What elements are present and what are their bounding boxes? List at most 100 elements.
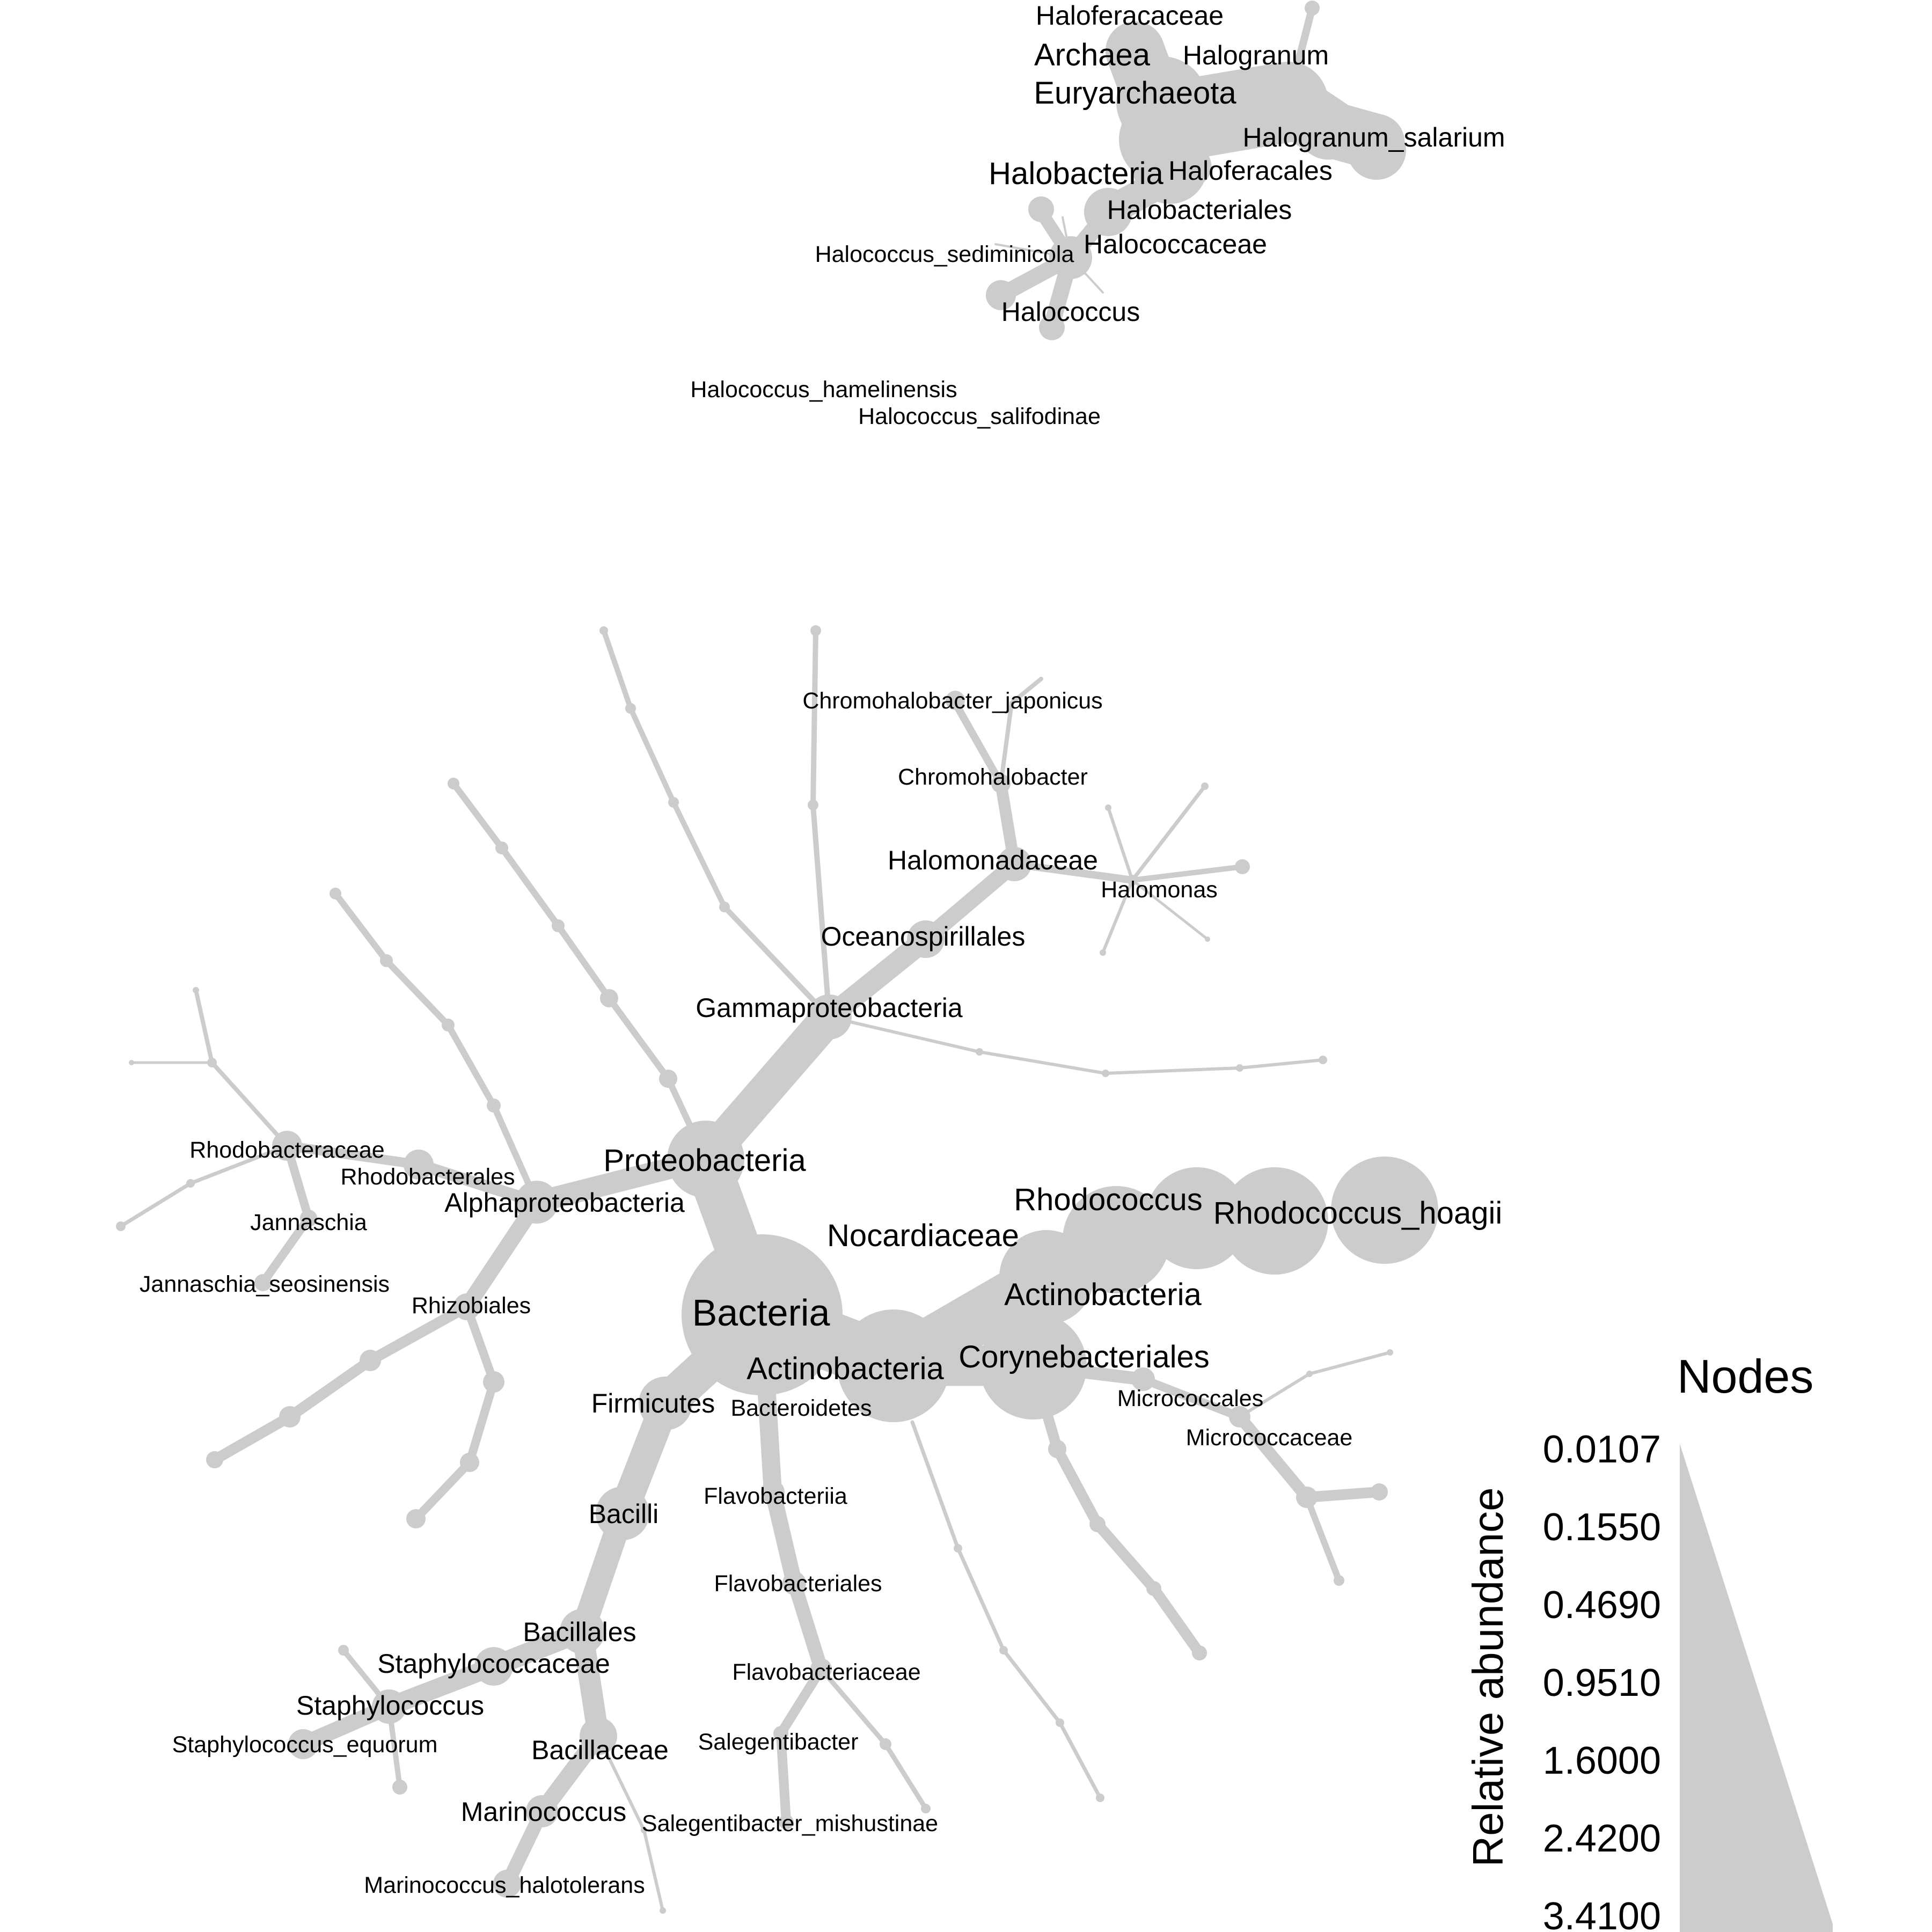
node-jannaschia-seosinensis — [254, 1274, 272, 1291]
label-halogranum-salarium: Halogranum_salarium — [1242, 122, 1505, 152]
edge — [1304, 1494, 1342, 1584]
label-bacillaceae: Bacillaceae — [531, 1735, 669, 1765]
label-rhodobacterales: Rhodobacterales — [340, 1164, 515, 1190]
node-marinococcus-halotolerans — [493, 1870, 521, 1898]
node-tip — [1048, 1440, 1066, 1458]
node-tip — [1100, 949, 1106, 956]
node-tip — [1192, 1645, 1207, 1660]
label-haloferacaceae: Haloferacaceae — [1036, 1, 1224, 31]
label-chromohalobacter-japonicus: Chromohalobacter_japonicus — [802, 688, 1102, 714]
node-tip — [206, 1451, 223, 1468]
node-chromohalobacter — [991, 774, 1011, 793]
label-flavobacteriales: Flavobacteriales — [714, 1571, 882, 1597]
label-bacilli: Bacilli — [589, 1499, 659, 1529]
node-halococcus-sediminicola — [1039, 314, 1065, 340]
label-archaea: Archaea — [1034, 38, 1151, 72]
label-halomonadaceae: Halomonadaceae — [888, 845, 1098, 875]
node-tip — [392, 1780, 407, 1795]
node-halogranum-tip — [1305, 1, 1320, 16]
node-tip — [442, 1019, 455, 1031]
node-labels: Haloferacaceae Archaea Halogranum Euryar… — [140, 1, 1505, 1898]
label-staphylococcus-equorum: Staphylococcus_equorum — [172, 1732, 438, 1758]
label-actinobacteria-class: Actinobacteria — [1004, 1277, 1202, 1312]
node-tip — [880, 1738, 891, 1750]
node-tip — [976, 1048, 983, 1056]
node-tip — [1205, 936, 1210, 942]
edge — [765, 1484, 802, 1591]
label-rhodobacteraceae: Rhodobacteraceae — [189, 1137, 384, 1163]
node-halogranum-salarium — [1347, 121, 1406, 180]
node-tip — [495, 841, 508, 854]
node-tip — [641, 1827, 647, 1833]
node-actinobacteria-phylum — [837, 1309, 950, 1422]
label-staphylococcaceae: Staphylococcaceae — [377, 1649, 610, 1679]
bacteria-nodes — [116, 625, 1438, 1914]
node-tip — [1306, 1371, 1313, 1377]
label-halococcus-salifodinae: Halococcus_salifodinae — [858, 404, 1101, 429]
legend-tick: 0.0107 — [1543, 1428, 1661, 1471]
label-halobacteria: Halobacteria — [989, 156, 1163, 191]
label-firmicutes: Firmicutes — [591, 1388, 715, 1418]
edge — [282, 1141, 423, 1169]
label-rhodococcus-hoagii: Rhodococcus_hoagii — [1213, 1196, 1502, 1231]
node-rhodococcus — [1146, 1167, 1248, 1269]
legend-tick: 0.1550 — [1543, 1506, 1661, 1549]
node-tip — [808, 800, 818, 810]
node-firmicutes — [639, 1377, 692, 1430]
node-bacillaceae — [580, 1717, 617, 1755]
legend-ticks: 0.0107 0.1550 0.4690 0.9510 1.6000 2.420… — [1543, 1428, 1661, 1932]
edge — [952, 699, 1005, 787]
node-flavobacteriaceae — [810, 1658, 832, 1680]
node-tip — [999, 1646, 1008, 1655]
node-staphylococcus-equorum — [288, 1729, 318, 1759]
edge — [450, 780, 709, 1162]
edge — [1101, 879, 1134, 954]
node-tip — [448, 778, 459, 789]
edge — [194, 988, 289, 1148]
label-flavobacteriia: Flavobacteriia — [704, 1483, 847, 1509]
node-tip — [921, 1804, 931, 1813]
label-halococcus: Halococcus — [1001, 297, 1140, 327]
bacteria-tree — [116, 625, 1438, 1914]
node-rhodococcus-hoagii-a — [1221, 1167, 1328, 1275]
node-tip — [406, 1509, 426, 1528]
label-bacteroidetes: Bacteroidetes — [731, 1395, 872, 1421]
node-tip — [1146, 1581, 1161, 1596]
node-oceanospirillales — [907, 920, 945, 958]
node-tip — [487, 1099, 501, 1113]
label-gammaproteobacteria: Gammaproteobacteria — [696, 993, 963, 1023]
node-rhizobiales — [453, 1293, 480, 1320]
legend-size-wedge — [1680, 1444, 1833, 1932]
node-gammaproteobacteria — [807, 994, 852, 1040]
node-tip — [330, 888, 341, 899]
node-halococcus-tip — [1028, 196, 1054, 222]
legend-axis-label: Relative abundance — [1464, 1487, 1512, 1867]
node-alphaproteobacteria — [515, 1181, 558, 1224]
label-bacillales: Bacillales — [523, 1617, 636, 1647]
node-bacteria — [682, 1234, 843, 1395]
node-salegentibacter-mishustinae — [779, 1814, 794, 1829]
node-tip — [1102, 1070, 1109, 1077]
node-micrococcaceae — [1229, 1406, 1250, 1428]
label-micrococcaceae: Micrococcaceae — [1186, 1425, 1353, 1451]
label-flavobacteriaceae: Flavobacteriaceae — [732, 1659, 920, 1685]
node-tip — [1236, 1064, 1243, 1072]
node-bacillales — [560, 1609, 605, 1654]
label-rhodococcus: Rhodococcus — [1014, 1182, 1202, 1217]
label-oceanospirillales: Oceanospirillales — [821, 921, 1026, 952]
node-rhodobacteraceae — [272, 1131, 302, 1161]
node-tip — [338, 1645, 349, 1656]
node-staphylococcus — [372, 1689, 406, 1724]
node-marinococcus — [526, 1795, 558, 1827]
node-tip — [719, 902, 730, 912]
node-tip — [1056, 1718, 1064, 1727]
node-tip — [460, 1453, 479, 1472]
node-halogranum — [1258, 72, 1318, 131]
node-tip — [599, 626, 608, 635]
node-tip — [483, 1371, 504, 1393]
node-bacilli — [596, 1487, 649, 1540]
node-flavobacteriia — [761, 1480, 785, 1504]
node-tip — [380, 954, 393, 967]
node-flavobacteriales — [782, 1571, 806, 1595]
node-tip — [186, 1179, 195, 1188]
